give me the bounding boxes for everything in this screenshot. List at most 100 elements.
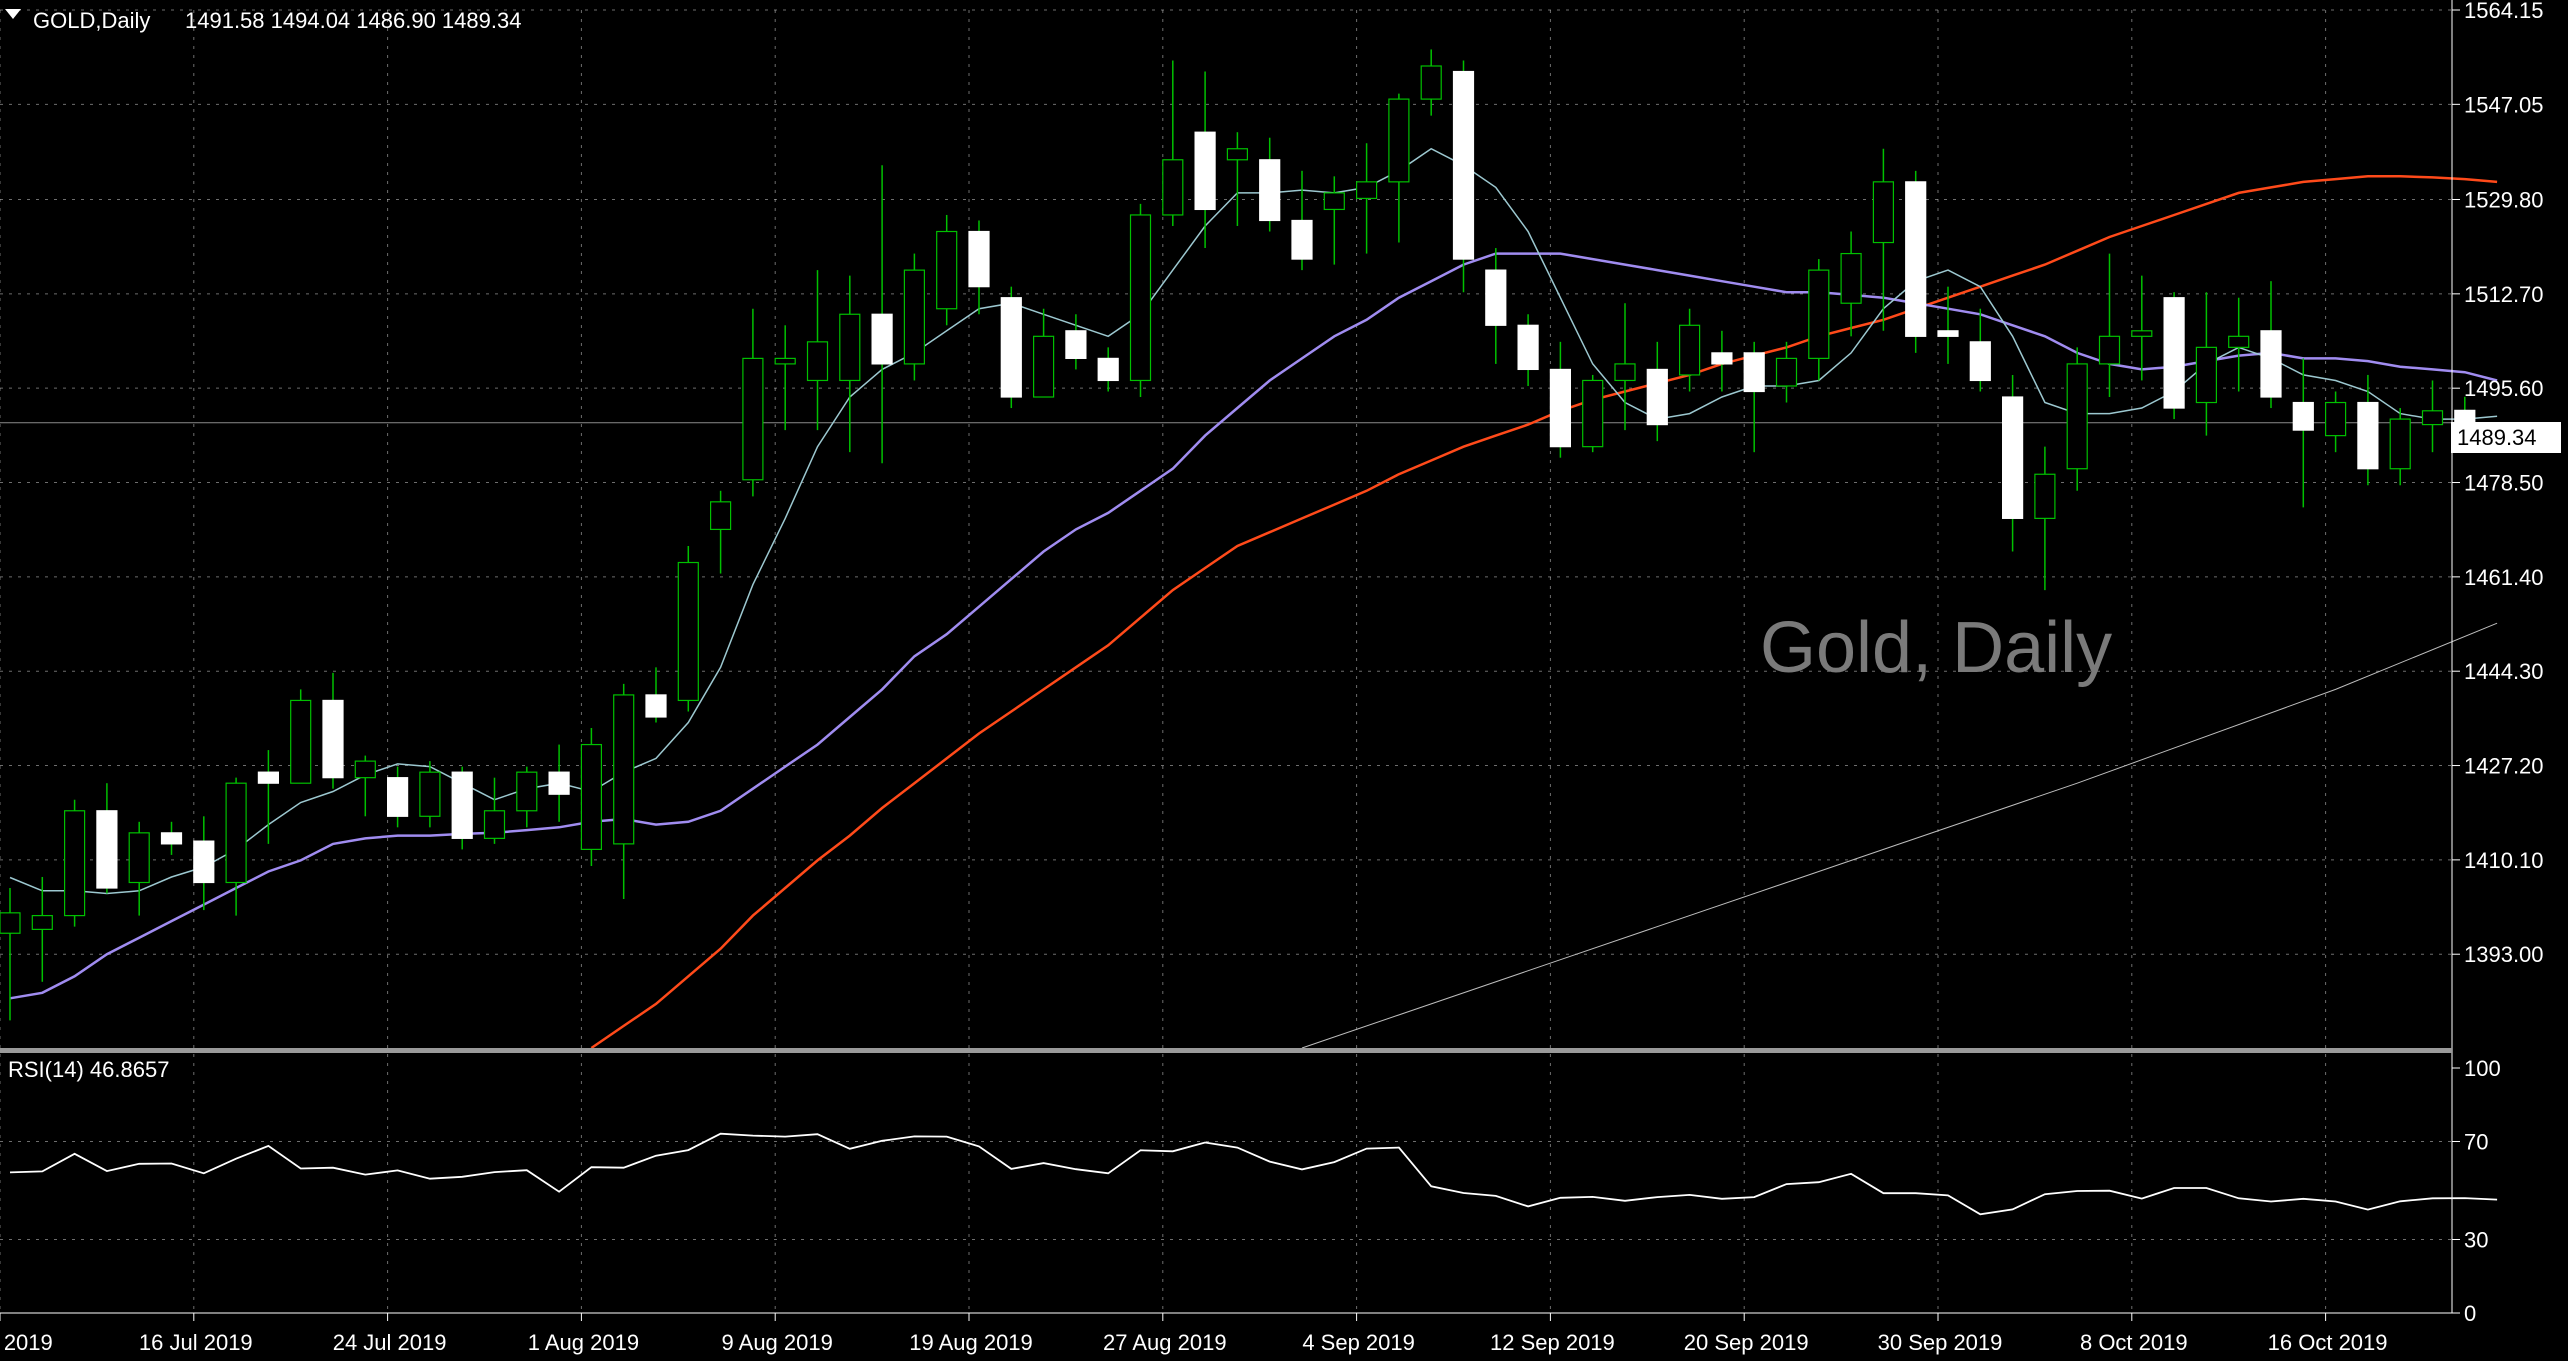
candle <box>516 766 538 828</box>
candle-body-down <box>1743 352 1765 393</box>
candle-body-down <box>1549 368 1572 448</box>
candle <box>257 750 279 844</box>
candle-body-up <box>2421 410 2444 426</box>
candle <box>806 270 829 431</box>
candle-body-down <box>2001 396 2024 519</box>
candle-body-down <box>548 771 570 795</box>
candle <box>548 744 570 822</box>
candle-body-down <box>871 313 893 365</box>
candle-body-up <box>1355 181 1378 200</box>
candle-body-down <box>387 777 409 817</box>
candle-body-down <box>1291 219 1313 260</box>
candle <box>2357 374 2379 486</box>
candle <box>903 253 926 381</box>
candle-body-down <box>968 230 990 288</box>
candle-body-up <box>580 743 603 850</box>
date-tick-label: 27 Aug 2019 <box>1103 1330 1227 1355</box>
candle <box>2066 347 2088 491</box>
date-tick-label: 16 Oct 2019 <box>2268 1330 2388 1355</box>
price-tick-label: 1393.00 <box>2464 942 2544 967</box>
candle <box>1323 176 1345 265</box>
candle <box>2163 292 2185 420</box>
candle <box>1259 137 1281 232</box>
date-tick-label: 30 Sep 2019 <box>1878 1330 2003 1355</box>
symbol-menu-icon[interactable] <box>5 9 21 19</box>
candle-body-up <box>63 810 86 917</box>
candle-body-up <box>709 501 732 531</box>
candle <box>1517 314 1539 386</box>
candle-body-down <box>1937 330 1959 337</box>
candle <box>1743 341 1765 453</box>
date-tick-label: 24 Jul 2019 <box>333 1330 447 1355</box>
price-tick-label: 1427.20 <box>2464 754 2544 779</box>
candle-body-down <box>160 832 183 845</box>
candle-body-down <box>1194 131 1216 211</box>
ohlc-values: 1491.58 1494.04 1486.90 1489.34 <box>185 8 521 33</box>
candle-body-up <box>0 912 21 934</box>
current-price-label: 1489.34 <box>2457 425 2537 450</box>
rsi-tick-label: 0 <box>2464 1301 2476 1326</box>
candle <box>1000 286 1022 409</box>
candle-body-up <box>1840 252 1862 304</box>
candle-body-up <box>483 810 506 839</box>
candle <box>128 821 150 916</box>
candle-body-up <box>225 782 247 884</box>
price-tick-label: 1495.60 <box>2464 376 2544 401</box>
rsi-layer <box>0 1132 2498 1240</box>
rsi-tick-label: 30 <box>2464 1228 2488 1253</box>
candle-body-down <box>2292 401 2314 431</box>
price-tick-label: 1547.05 <box>2464 92 2544 117</box>
candle-body-down <box>2454 409 2476 424</box>
candle <box>580 728 603 866</box>
price-tick-label: 1444.30 <box>2464 659 2544 684</box>
candle <box>1549 341 1572 458</box>
candle <box>1808 259 1830 381</box>
candle <box>1969 308 1991 392</box>
candle <box>2034 446 2056 591</box>
candle <box>1226 132 1249 226</box>
price-tick-label: 1512.70 <box>2464 282 2544 307</box>
pane-separator[interactable] <box>0 1048 2452 1053</box>
candle-body-up <box>936 230 958 310</box>
candle-body-down <box>1000 297 1022 398</box>
candle-body-down <box>322 699 344 779</box>
candle-body-down <box>645 694 667 718</box>
rsi-tick-label: 100 <box>2464 1056 2501 1081</box>
candle <box>387 766 409 828</box>
grid-layer <box>0 9 2452 1313</box>
candle-body-up <box>1032 335 1055 398</box>
candle <box>2292 358 2314 508</box>
candle <box>1129 203 1152 398</box>
symbol-timeframe: GOLD,Daily <box>33 8 150 33</box>
candle <box>1646 341 1668 442</box>
price-tick-label: 1478.50 <box>2464 471 2544 496</box>
candle <box>1420 49 1442 116</box>
candle <box>31 876 53 982</box>
candle-body-up <box>31 914 53 930</box>
candle-body-up <box>839 313 861 382</box>
candle <box>2421 380 2444 453</box>
candle <box>2131 275 2153 381</box>
candle <box>63 799 86 927</box>
candle <box>2389 408 2411 486</box>
candle-body-down <box>96 810 118 889</box>
candle <box>1775 341 1798 403</box>
candle-body-down <box>1517 324 1539 371</box>
candle <box>1937 286 1959 364</box>
watermark: Gold, Daily <box>1760 608 2112 688</box>
candle-body-up <box>774 357 796 365</box>
candle <box>193 816 215 911</box>
candle-body-up <box>1162 159 1184 216</box>
candle-body-down <box>1485 269 1507 326</box>
candle-body-up <box>1808 269 1830 359</box>
ma-mid-line <box>9 252 2498 1000</box>
candle-body-up <box>2131 330 2153 337</box>
date-tick-label: 8 Oct 2019 <box>2080 1330 2188 1355</box>
candle <box>451 766 473 850</box>
candle <box>1388 93 1410 243</box>
date-tick-label: 9 Aug 2019 <box>722 1330 833 1355</box>
ma-long-line <box>1301 622 2498 1049</box>
candle <box>1032 308 1055 398</box>
candle <box>645 667 667 723</box>
